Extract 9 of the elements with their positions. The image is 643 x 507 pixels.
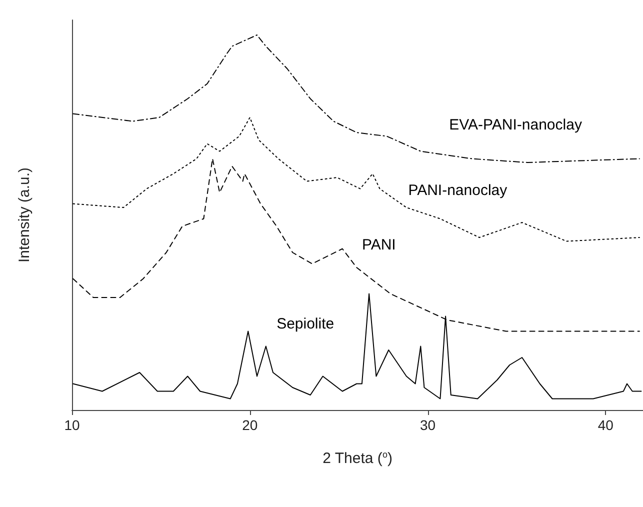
- y-axis-title: Intensity (a.u.): [16, 167, 33, 263]
- x-tick-label: 20: [242, 417, 258, 433]
- x-tick-label: 30: [420, 417, 436, 433]
- x-tick-label: 10: [64, 417, 80, 433]
- series-label: Sepiolite: [276, 315, 334, 332]
- series-label: PANI: [362, 236, 396, 254]
- series-label: EVA-PANI-nanoclay: [449, 116, 582, 134]
- x-tick-label: 40: [598, 417, 614, 433]
- series-label: PANI-nanoclay: [408, 182, 508, 200]
